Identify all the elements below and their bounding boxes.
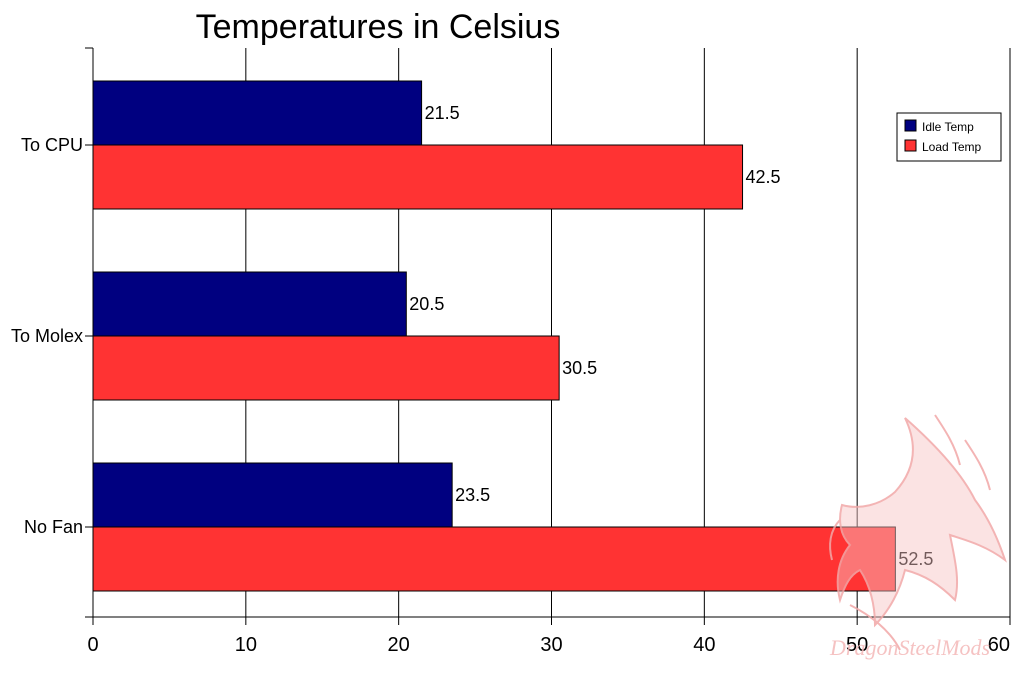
bar-load-1 <box>92 335 560 401</box>
x-tick-label-40: 40 <box>693 634 715 656</box>
watermark: DragonSteelMods <box>829 414 1007 660</box>
category-label-1: To Molex <box>11 326 83 346</box>
legend: Idle Temp Load Temp <box>896 112 1002 162</box>
legend-label-load: Load Temp <box>922 140 981 154</box>
category-label-2: No Fan <box>24 517 83 537</box>
legend-label-idle: Idle Temp <box>922 120 974 134</box>
x-tick-label-10: 10 <box>235 634 257 656</box>
labels: 21.5 42.5 20.5 30.5 23.5 52.5 0 10 20 30 40 50 60 To … <box>11 103 1010 656</box>
legend-swatch-idle <box>904 119 917 132</box>
data-label-load-1: 30.5 <box>562 358 597 378</box>
axes <box>85 47 1011 625</box>
bar-idle-0 <box>92 80 423 146</box>
x-tick-label-60: 60 <box>988 634 1010 656</box>
chart-title: Temperatures in Celsius <box>196 8 561 46</box>
data-label-load-0: 42.5 <box>746 167 781 187</box>
bar-idle-1 <box>92 271 407 337</box>
data-label-idle-1: 20.5 <box>409 294 444 314</box>
data-label-load-2: 52.5 <box>898 549 933 569</box>
bar-idle-2 <box>92 462 453 528</box>
x-tick-label-30: 30 <box>540 634 562 656</box>
x-tick-label-0: 0 <box>87 634 98 656</box>
category-label-0: To CPU <box>21 135 83 155</box>
data-label-idle-2: 23.5 <box>455 485 490 505</box>
bar-load-2 <box>92 526 896 592</box>
dragon-logo-icon <box>829 414 1007 651</box>
watermark-text: DragonSteelMods <box>829 635 990 660</box>
data-label-idle-0: 21.5 <box>425 103 460 123</box>
legend-swatch-load <box>904 139 917 152</box>
bars <box>92 80 896 592</box>
x-tick-label-20: 20 <box>388 634 410 656</box>
x-tick-label-50: 50 <box>846 634 868 656</box>
bar-load-0 <box>92 144 744 210</box>
